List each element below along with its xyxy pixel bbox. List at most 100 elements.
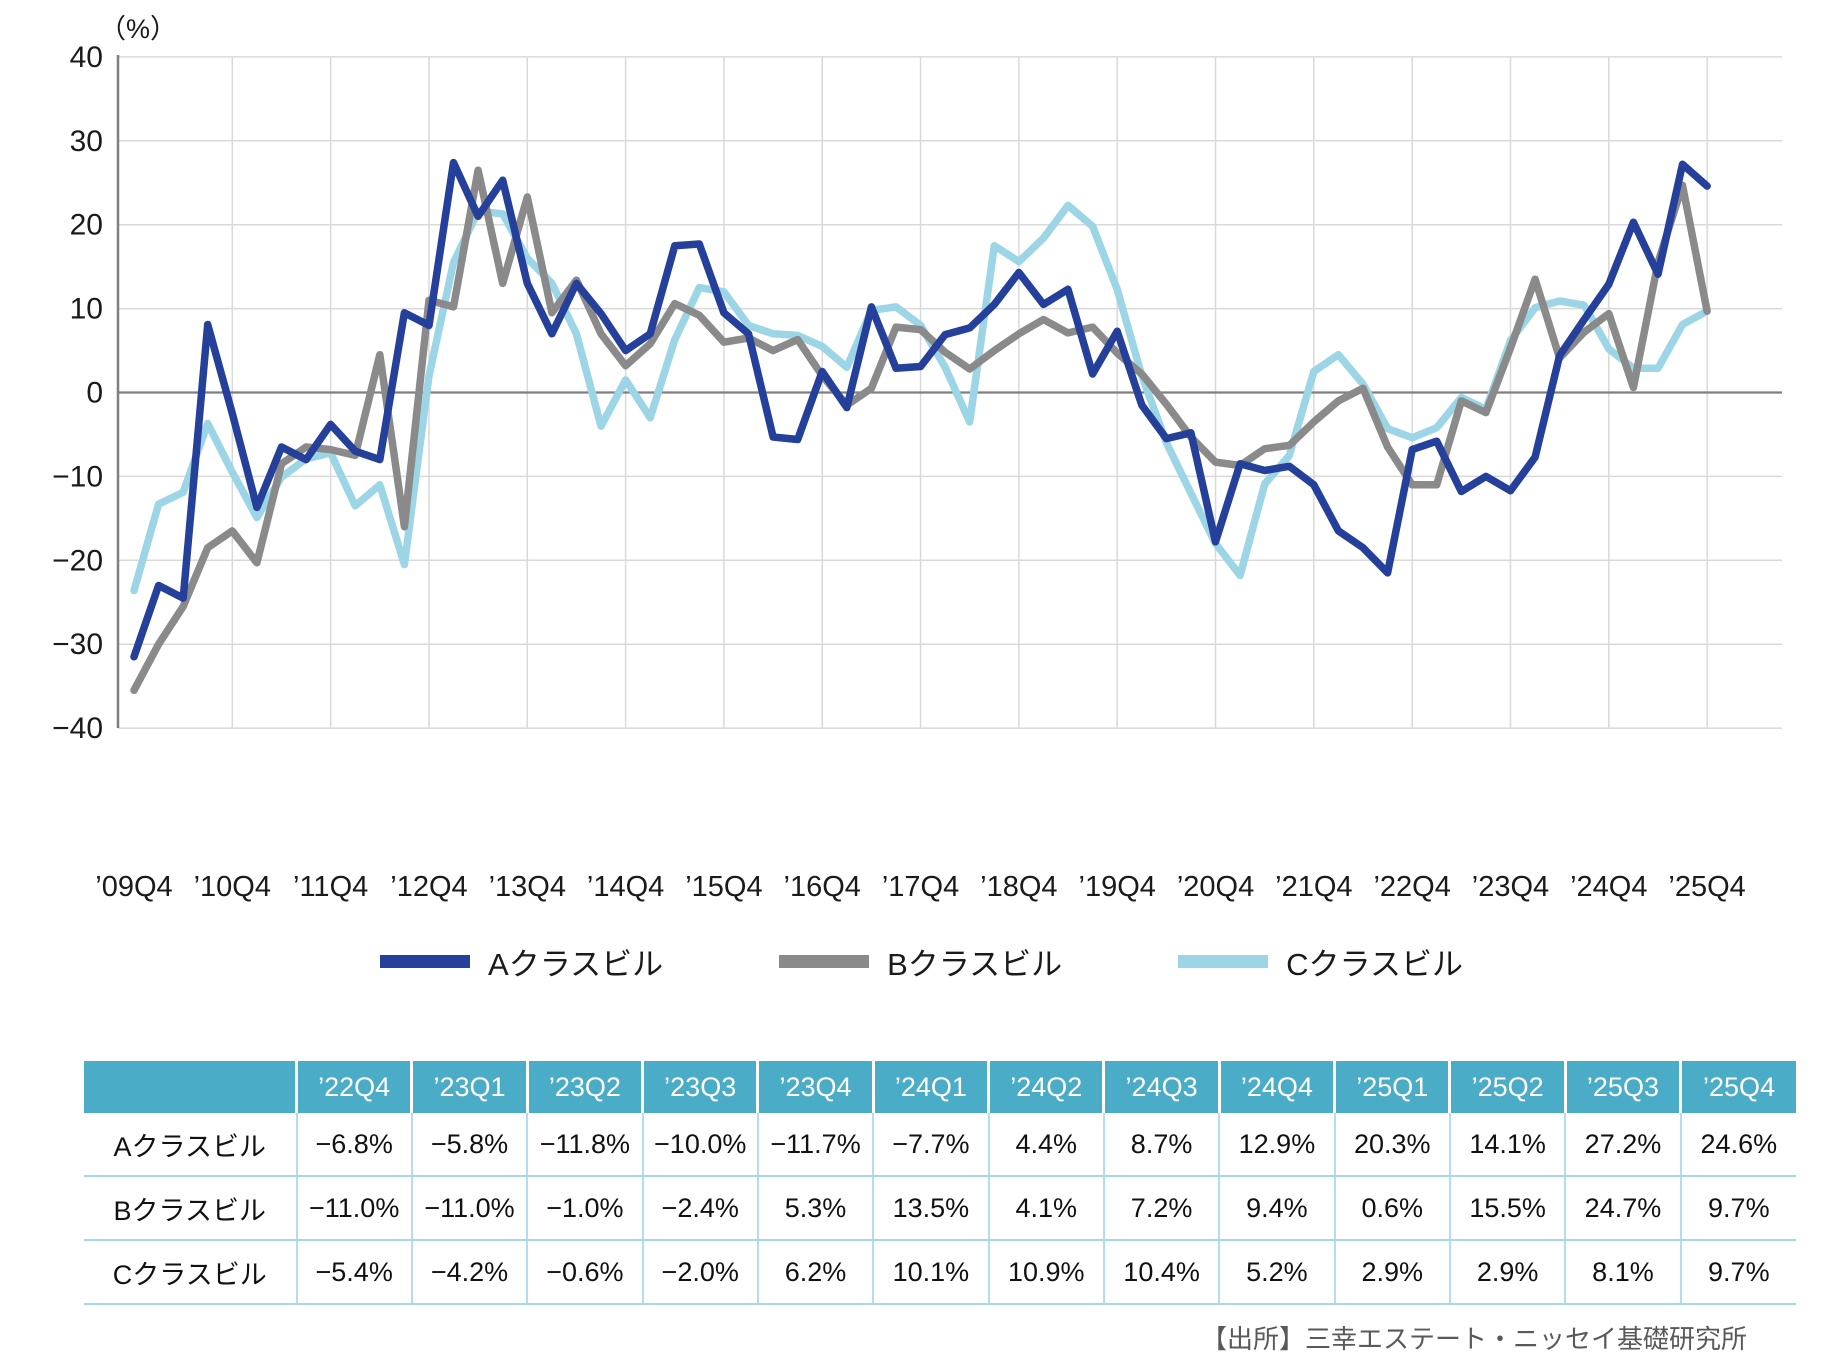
x-tick-label: ’21Q4 xyxy=(1275,871,1352,903)
x-tick-label: ’18Q4 xyxy=(980,871,1057,903)
legend-label: Aクラスビル xyxy=(488,946,664,982)
table-cell: 9.7% xyxy=(1680,1176,1796,1241)
table-cell: −11.8% xyxy=(527,1113,644,1177)
legend-item-Cクラスビル: Cクラスビル xyxy=(1178,939,1463,984)
x-tick-label: ’10Q4 xyxy=(194,871,271,903)
table-cell: 9.7% xyxy=(1680,1240,1796,1305)
table-cell: 20.3% xyxy=(1334,1113,1451,1177)
table-row: Cクラスビル −5.4% −4.2% −0.6% −2.0% 6.2% 10.1% 10.9%… xyxy=(84,1240,1796,1305)
legend-label: Bクラスビル xyxy=(887,946,1063,982)
table-header-cell: ’24Q3 xyxy=(1103,1061,1221,1113)
table-cell: −11.0% xyxy=(296,1176,413,1241)
legend-swatch-Cクラスビル xyxy=(1178,954,1269,968)
table-row-label: Aクラスビル xyxy=(84,1113,298,1177)
y-axis-unit-label: （%） xyxy=(99,14,177,44)
legend-item-Aクラスビル: Aクラスビル xyxy=(380,939,663,984)
table-cell: 5.3% xyxy=(757,1176,875,1241)
table-header-cell: ’23Q2 xyxy=(527,1061,645,1113)
x-tick-label: ’17Q4 xyxy=(882,871,959,903)
x-tick-label: ’11Q4 xyxy=(293,871,368,903)
table-header-cell: ’25Q3 xyxy=(1565,1061,1683,1113)
x-tick-label: ’15Q4 xyxy=(685,871,762,903)
legend-swatch-Bクラスビル xyxy=(779,954,870,968)
series-line-Aクラスビル xyxy=(130,158,1711,661)
table-cell: 10.1% xyxy=(873,1240,990,1305)
legend-swatch-Aクラスビル xyxy=(380,954,471,968)
table-corner-cell xyxy=(84,1061,298,1113)
table-cell: 0.6% xyxy=(1334,1176,1451,1241)
y-tick-label: −40 xyxy=(52,712,103,745)
table-cell: 7.2% xyxy=(1103,1176,1221,1241)
table-cell: −11.7% xyxy=(757,1113,875,1177)
table-cell: 12.9% xyxy=(1219,1113,1336,1177)
table-header-cell: ’23Q4 xyxy=(757,1061,875,1113)
table-cell: 8.1% xyxy=(1565,1240,1682,1305)
di-line-chart: 40 30 20 10 0 −10 −20 −30 −40 （%） ’09Q4 ’10Q4 ’11Q4 ’… xyxy=(52,14,1782,903)
table-cell: 4.1% xyxy=(988,1176,1105,1241)
table-cell: 13.5% xyxy=(873,1176,990,1241)
table-cell: 10.4% xyxy=(1103,1240,1221,1305)
y-tick-label: 20 xyxy=(70,209,103,242)
x-tick-label: ’13Q4 xyxy=(489,871,566,903)
table-header-cell: ’22Q4 xyxy=(296,1061,414,1113)
legend-item-Bクラスビル: Bクラスビル xyxy=(779,939,1062,984)
table-header-row: ’22Q4’23Q1’23Q2’23Q3’23Q4’24Q1’24Q2’24Q3… xyxy=(84,1061,1796,1113)
y-tick-label: 0 xyxy=(86,377,103,410)
table-header-cell: ’25Q4 xyxy=(1680,1061,1796,1113)
legend-label: Cクラスビル xyxy=(1286,946,1463,982)
table-cell: −7.7% xyxy=(873,1113,990,1177)
x-tick-label: ’23Q4 xyxy=(1472,871,1549,903)
y-tick-label: 30 xyxy=(70,125,103,158)
source-note: 【出所】三幸エステート・ニッセイ基礎研究所 xyxy=(1200,1324,1747,1354)
x-tick-label: ’20Q4 xyxy=(1177,871,1254,903)
chart-canvas: 40 30 20 10 0 −10 −20 −30 −40 （%） ’09Q4 ’10Q4 ’11Q4 ’… xyxy=(52,14,1782,903)
table-cell: −11.0% xyxy=(411,1176,529,1241)
table-cell: −2.0% xyxy=(642,1240,759,1305)
table-cell: 8.7% xyxy=(1103,1113,1221,1177)
table-cell: 10.9% xyxy=(988,1240,1105,1305)
table-cell: 9.4% xyxy=(1219,1176,1336,1241)
table-cell: 24.6% xyxy=(1680,1113,1796,1177)
table-cell: −5.8% xyxy=(411,1113,529,1177)
table-cell: −0.6% xyxy=(527,1240,644,1305)
quarterly-di-table: ’22Q4’23Q1’23Q2’23Q3’23Q4’24Q1’24Q2’24Q3… xyxy=(84,1061,1796,1305)
series-line-Cクラスビル xyxy=(130,201,1711,595)
x-tick-label: ’19Q4 xyxy=(1079,871,1156,903)
table-cell: 4.4% xyxy=(988,1113,1105,1177)
table-cell: −4.2% xyxy=(411,1240,529,1305)
table-cell: −10.0% xyxy=(642,1113,759,1177)
table-header-cell: ’24Q4 xyxy=(1219,1061,1337,1113)
x-tick-label: ’25Q4 xyxy=(1668,871,1745,903)
x-tick-label: ’22Q4 xyxy=(1373,871,1450,903)
table-row: Bクラスビル −11.0% −11.0% −1.0% −2.4% 5.3% 13.5% 4.1… xyxy=(84,1176,1796,1241)
table-body: Aクラスビル −6.8% −5.8% −11.8% −10.0% −11.7% −7.7% 4… xyxy=(84,1113,1796,1305)
x-tick-label: ’14Q4 xyxy=(587,871,664,903)
table-header-cell: ’24Q1 xyxy=(873,1061,991,1113)
x-tick-label: ’12Q4 xyxy=(390,871,467,903)
table-row-label: Bクラスビル xyxy=(84,1176,298,1241)
table-header-cell: ’23Q1 xyxy=(411,1061,529,1113)
table-cell: 14.1% xyxy=(1449,1113,1567,1177)
table-cell: 2.9% xyxy=(1334,1240,1451,1305)
table-header-cell: ’25Q1 xyxy=(1334,1061,1452,1113)
table-header-cell: ’25Q2 xyxy=(1449,1061,1567,1113)
y-tick-label: −30 xyxy=(52,628,103,661)
table-cell: −5.4% xyxy=(296,1240,413,1305)
x-tick-label: ’09Q4 xyxy=(95,871,172,903)
table-cell: 27.2% xyxy=(1565,1113,1682,1177)
table-cell: 5.2% xyxy=(1219,1240,1336,1305)
table-cell: 2.9% xyxy=(1449,1240,1567,1305)
table-header: ’22Q4’23Q1’23Q2’23Q3’23Q4’24Q1’24Q2’24Q3… xyxy=(84,1061,1796,1113)
table-cell: −1.0% xyxy=(527,1176,644,1241)
table-header-cell: ’24Q2 xyxy=(988,1061,1106,1113)
table-cell: 6.2% xyxy=(757,1240,875,1305)
y-tick-label: 10 xyxy=(70,293,103,326)
x-tick-label: ’16Q4 xyxy=(784,871,861,903)
table-cell: 24.7% xyxy=(1565,1176,1682,1241)
table-cell: 15.5% xyxy=(1449,1176,1567,1241)
table-cell: −6.8% xyxy=(296,1113,413,1177)
chart-legend: Aクラスビル Bクラスビル Cクラスビル xyxy=(0,921,1843,1001)
y-tick-label: −20 xyxy=(52,544,103,577)
table-cell: −2.4% xyxy=(642,1176,759,1241)
y-tick-label: 40 xyxy=(70,41,103,74)
